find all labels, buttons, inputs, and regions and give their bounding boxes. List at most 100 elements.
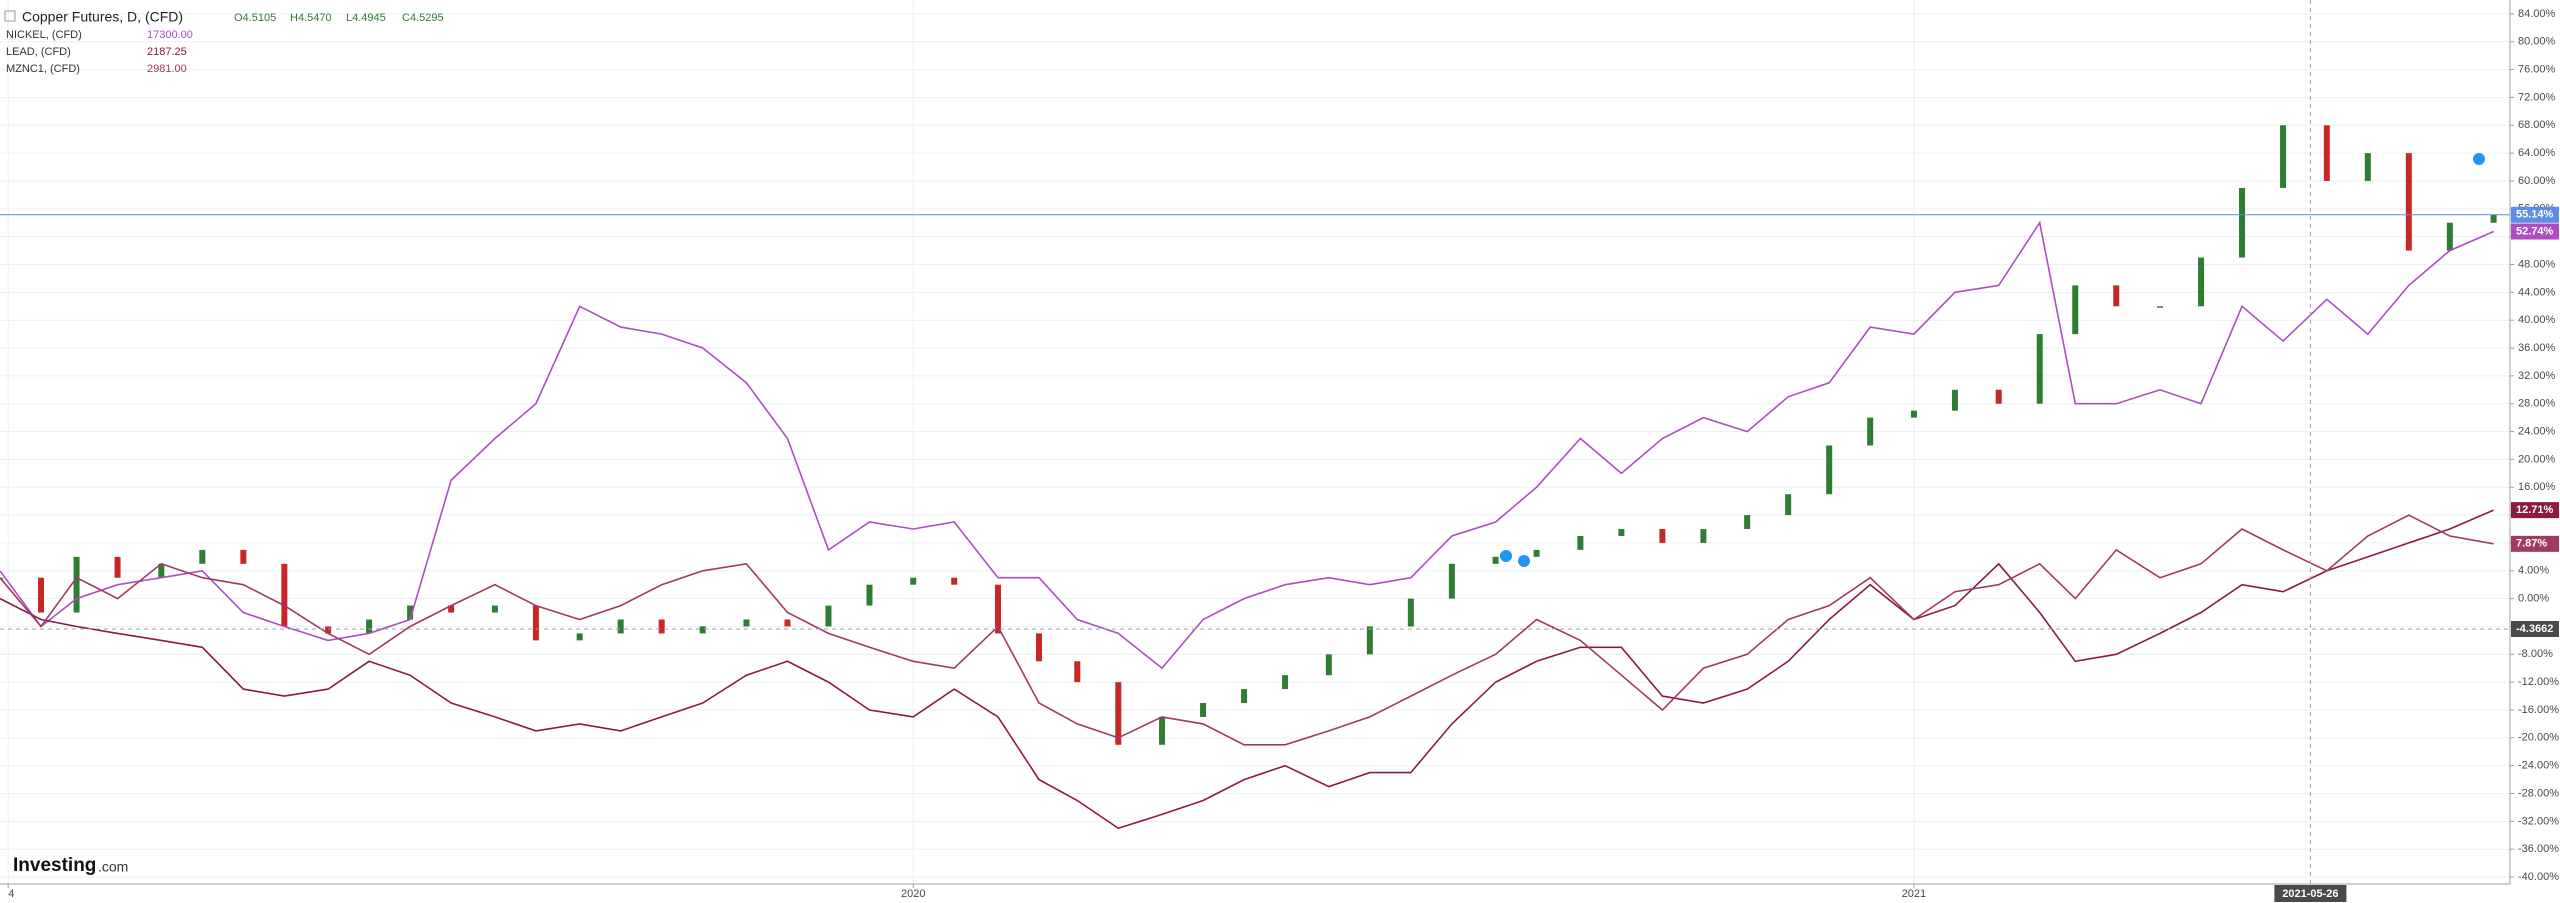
candle <box>1035 633 1042 662</box>
candle <box>825 605 832 627</box>
x-tick-label: 2020 <box>901 888 925 900</box>
y-tick-label: 16.00% <box>2518 481 2556 493</box>
candle <box>491 605 498 613</box>
y-tick-label: 72.00% <box>2518 91 2556 103</box>
y-tick-label: 40.00% <box>2518 314 2556 326</box>
legend-entry: NICKEL, (CFD) <box>6 29 82 41</box>
candle <box>281 563 288 627</box>
y-tick-label: -36.00% <box>2518 843 2559 855</box>
y-tick-label: 0.00% <box>2518 593 2549 605</box>
candle <box>38 577 45 613</box>
candle <box>1867 417 1874 446</box>
y-tick-label: 64.00% <box>2518 147 2556 159</box>
candle <box>73 556 80 613</box>
y-tick-label: 68.00% <box>2518 119 2556 131</box>
logo-suffix: .com <box>98 859 128 875</box>
candle <box>1910 410 1917 418</box>
candle <box>1407 598 1414 627</box>
legend-title: Copper Futures, D, (CFD) <box>22 9 183 25</box>
legend-entry: LEAD, (CFD) <box>6 46 71 58</box>
y-tick-label: -28.00% <box>2518 787 2559 799</box>
candle <box>407 605 414 620</box>
legend-entry: MZNC1, (CFD) <box>6 63 80 75</box>
candle <box>2239 187 2246 258</box>
candle <box>1577 535 1584 550</box>
candle <box>1700 529 1707 543</box>
candle <box>1533 549 1540 557</box>
candle <box>2113 285 2120 307</box>
y-tick-label: 76.00% <box>2518 64 2556 76</box>
plot-area <box>0 0 2510 884</box>
y-tick-label: -32.00% <box>2518 815 2559 827</box>
series-line <box>0 509 2494 830</box>
candle <box>2490 214 2497 223</box>
crosshair-x-box <box>2274 885 2347 902</box>
candle <box>158 563 165 578</box>
y-tick-label: -24.00% <box>2518 760 2559 772</box>
last-value-box <box>2511 535 2559 552</box>
legend: Copper Futures, D, (CFD) O4.5105 H4.5470… <box>4 9 444 75</box>
candle <box>576 633 583 641</box>
crosshair-y-box <box>2511 621 2559 638</box>
event-marker[interactable] <box>1500 550 1512 562</box>
last-value-label: 7.87% <box>2516 538 2547 550</box>
candle <box>1282 675 1289 690</box>
event-marker[interactable] <box>2473 153 2485 165</box>
candle <box>1115 682 1122 745</box>
candle <box>1744 515 1751 530</box>
candle <box>951 577 958 585</box>
candle <box>1448 563 1455 599</box>
y-tick-label: 32.00% <box>2518 370 2556 382</box>
candle <box>866 584 873 606</box>
crosshair-x-label: 2021-05-26 <box>2282 888 2338 900</box>
candle <box>658 619 665 634</box>
candle <box>1325 654 1332 676</box>
candle <box>325 626 332 634</box>
y-tick-label: 44.00% <box>2518 286 2556 298</box>
candle <box>910 577 917 585</box>
candle <box>1074 661 1081 683</box>
candle <box>2323 125 2330 181</box>
y-tick-label: -8.00% <box>2518 648 2553 660</box>
candle <box>448 605 455 613</box>
last-value-label: 52.74% <box>2516 225 2554 237</box>
candle <box>2036 334 2043 404</box>
candle <box>199 549 206 564</box>
candle <box>1200 703 1207 717</box>
x-tick-label: 4 <box>8 888 14 900</box>
y-tick-label: 80.00% <box>2518 36 2556 48</box>
candle <box>2364 153 2371 181</box>
legend-price: 17300.00 <box>147 29 193 41</box>
legend-ohlc: O4.5105 <box>234 12 276 24</box>
candle <box>1659 529 1666 543</box>
y-tick-label: 20.00% <box>2518 453 2556 465</box>
y-tick-label: 48.00% <box>2518 258 2556 270</box>
candle <box>699 626 706 634</box>
candle <box>240 549 247 564</box>
axes: 84.00% 80.00% 76.00% 72.00% 68.00% 64.00% 60.0… <box>7 8 2559 902</box>
candle <box>1366 626 1373 655</box>
y-tick-label: 60.00% <box>2518 175 2556 187</box>
y-tick-label: 84.00% <box>2518 8 2556 20</box>
y-tick-label: -12.00% <box>2518 676 2559 688</box>
legend-icon[interactable] <box>4 10 16 22</box>
candle <box>784 619 791 627</box>
grid <box>0 0 2510 884</box>
candle <box>617 619 624 634</box>
candle <box>1492 556 1499 564</box>
candle <box>1241 689 1248 704</box>
y-tick-label: 36.00% <box>2518 342 2556 354</box>
y-tick-label: 28.00% <box>2518 398 2556 410</box>
y-tick-label: 4.00% <box>2518 565 2549 577</box>
event-marker[interactable] <box>1518 555 1530 567</box>
candle <box>2157 306 2164 308</box>
legend-price: 2981.00 <box>147 63 187 75</box>
candle <box>2446 222 2453 251</box>
legend-ohlc: H4.5470 <box>290 12 332 24</box>
y-tick-label: -40.00% <box>2518 871 2559 883</box>
candle <box>743 619 750 627</box>
candle <box>1785 494 1792 516</box>
last-value-box <box>2511 223 2559 240</box>
candle <box>532 605 539 641</box>
